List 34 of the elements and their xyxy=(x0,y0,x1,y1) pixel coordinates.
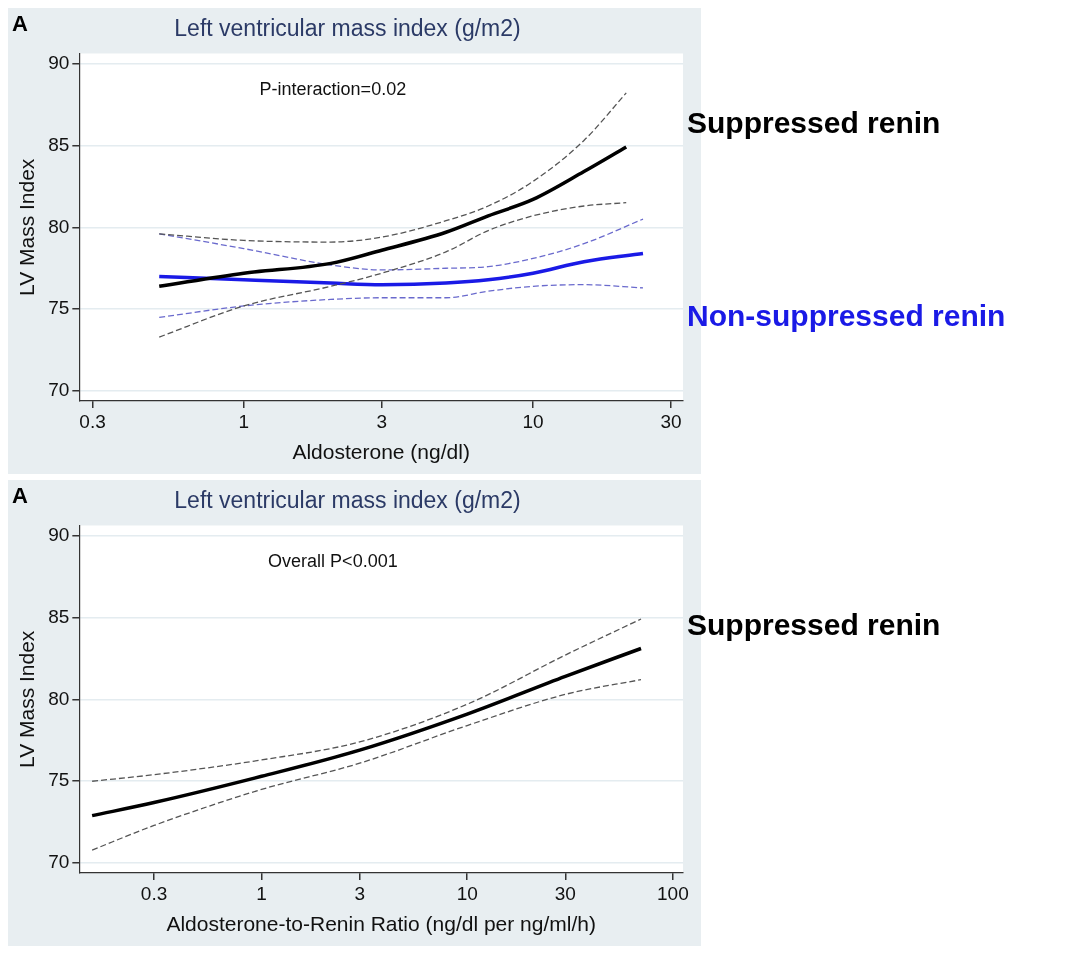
y-tick-label: 90 xyxy=(48,51,70,73)
annotation: Overall P<0.001 xyxy=(268,550,398,571)
y-tick-label: 85 xyxy=(48,133,70,155)
y-tick-label: 75 xyxy=(48,769,70,791)
x-tick-label: 1 xyxy=(238,410,250,432)
x-axis-title: Aldosterone-to-Renin Ratio (ng/dl per ng/ml/h) xyxy=(166,912,596,936)
y-tick-label: 90 xyxy=(48,523,70,545)
x-tick-label: 30 xyxy=(554,882,576,904)
text: A xyxy=(12,483,28,509)
x-tick-label: 10 xyxy=(522,410,544,432)
x-axis-title: Aldosterone (ng/dl) xyxy=(292,440,470,464)
y-tick-label: 70 xyxy=(48,851,70,873)
y-axis-title: LV Mass Index xyxy=(15,158,39,296)
x-tick-label: 3 xyxy=(354,882,365,904)
x-tick-label: 10 xyxy=(456,882,478,904)
x-tick-label: 1 xyxy=(256,882,267,904)
text: Non-suppressed renin xyxy=(687,298,1006,332)
text: Suppressed renin xyxy=(687,106,941,140)
x-tick-label: 30 xyxy=(660,410,682,432)
y-tick-label: 70 xyxy=(48,379,70,401)
x-tick-label: 0.3 xyxy=(140,882,168,904)
y-tick-label: 85 xyxy=(48,605,70,627)
chart-title: Left ventricular mass index (g/m2) xyxy=(174,487,521,514)
x-tick-label: 0.3 xyxy=(79,410,106,432)
text: A xyxy=(12,11,28,37)
chart-title: Left ventricular mass index (g/m2) xyxy=(174,15,521,42)
y-tick-label: 80 xyxy=(48,215,70,237)
y-axis-title: LV Mass Index xyxy=(15,630,39,768)
y-tick-label: 80 xyxy=(48,687,70,709)
y-tick-label: 75 xyxy=(48,297,70,319)
x-tick-label: 100 xyxy=(657,882,689,904)
x-tick-label: 3 xyxy=(376,410,388,432)
annotation: P-interaction=0.02 xyxy=(259,78,407,99)
series-label: Suppressed renin xyxy=(687,607,941,641)
